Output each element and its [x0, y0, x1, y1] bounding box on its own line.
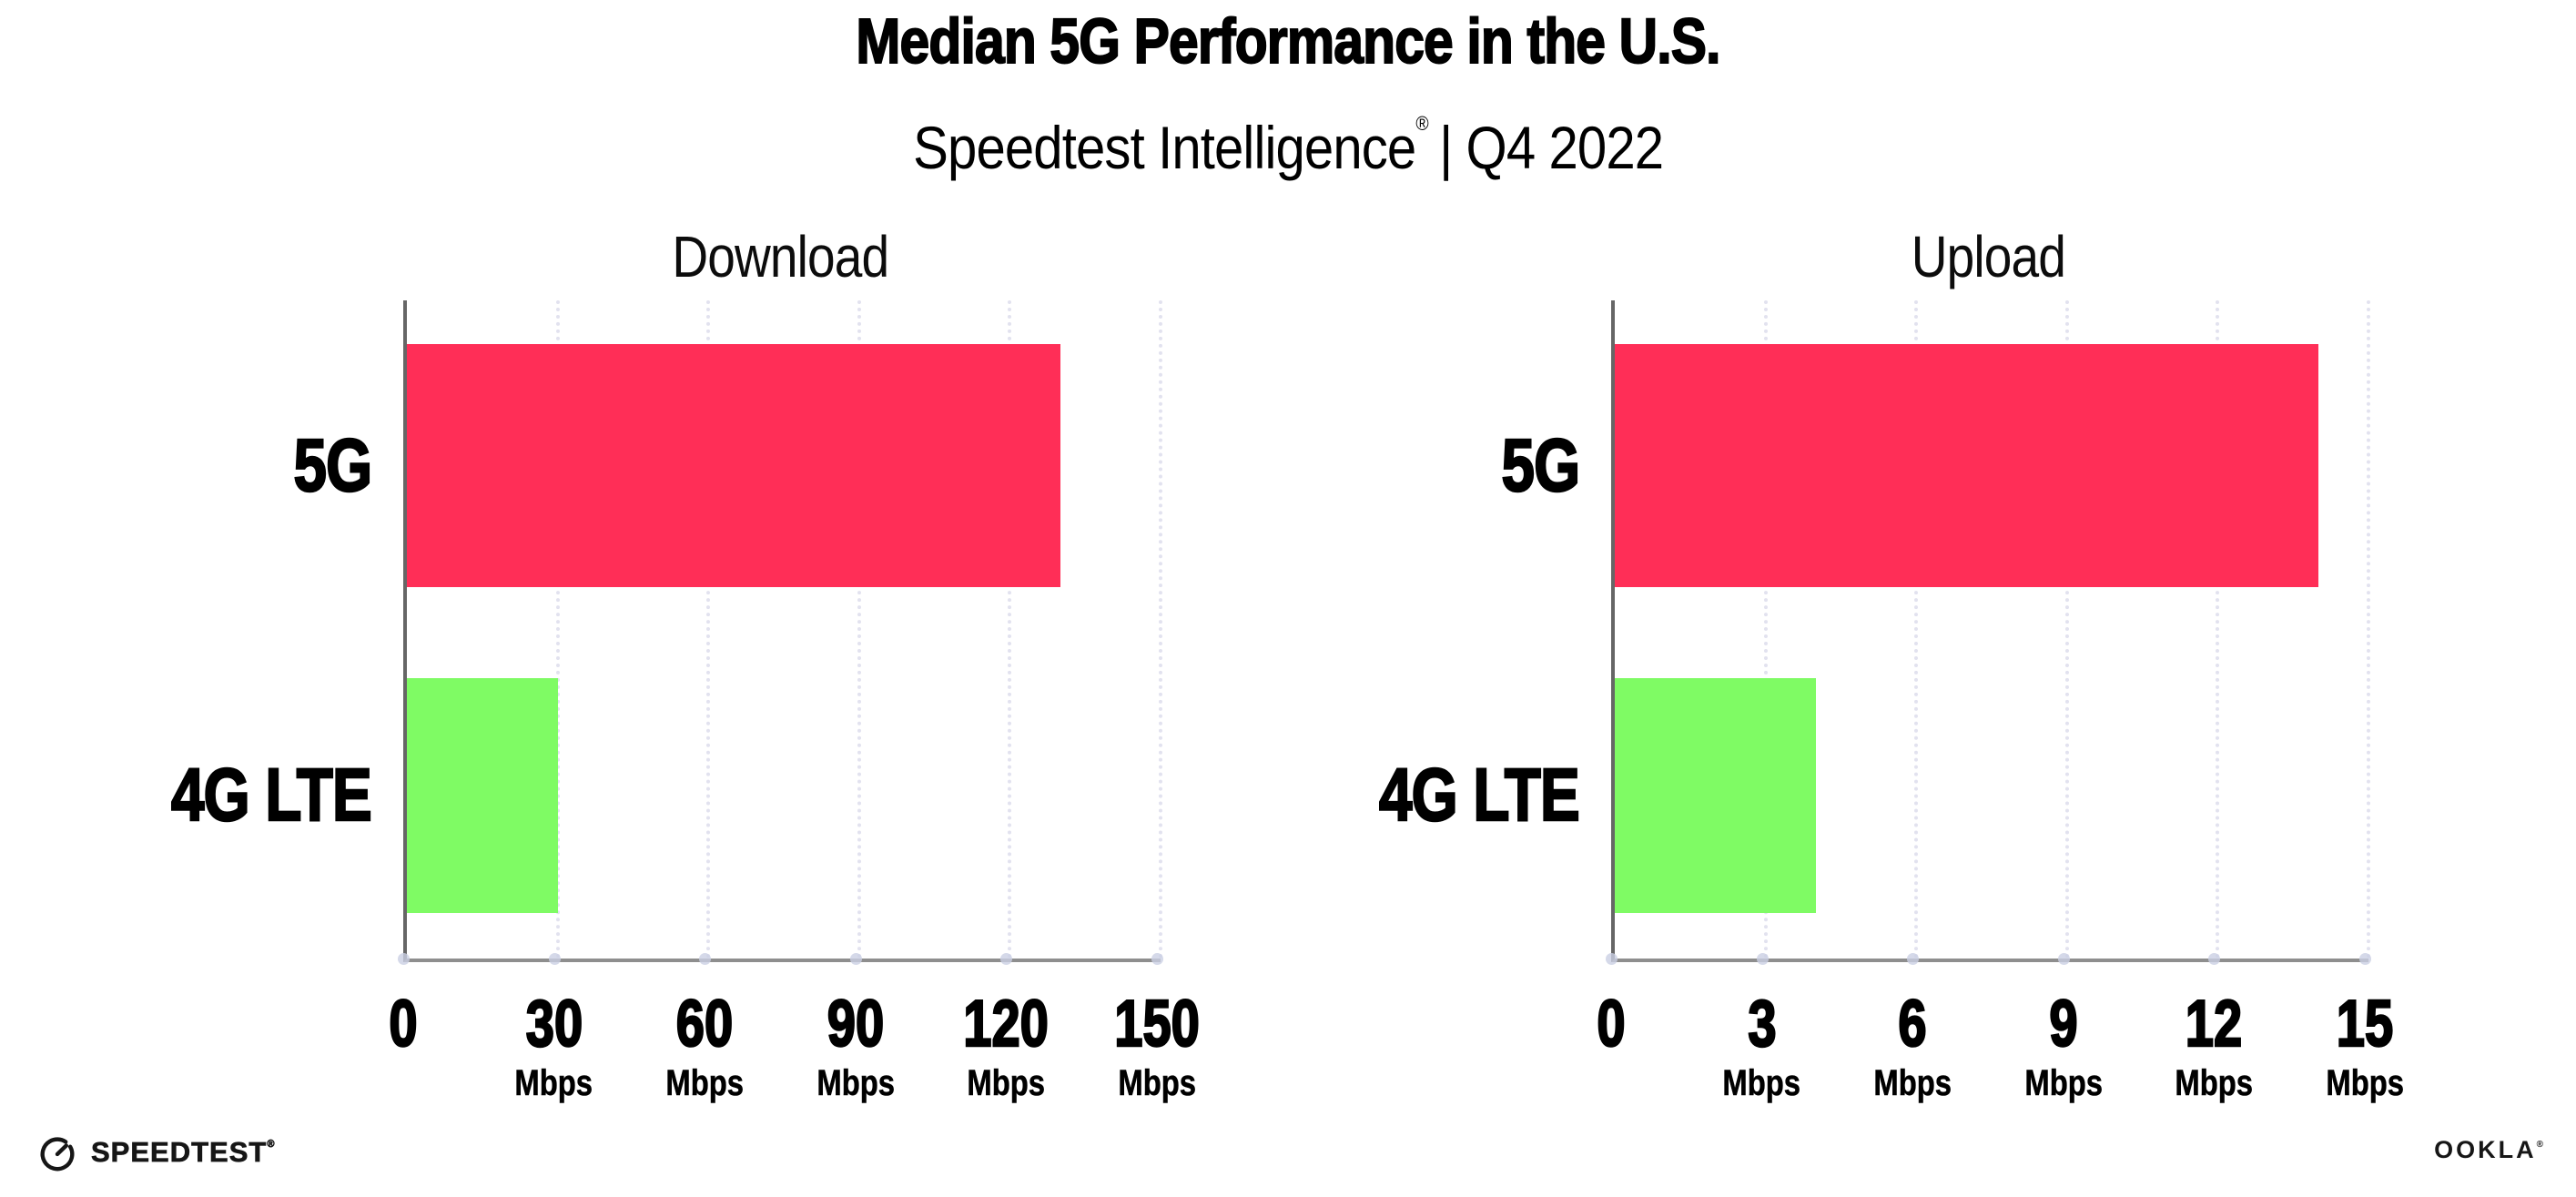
- download-tick-60: 60 Mbps: [600, 987, 809, 1104]
- tick-value: 9: [2048, 987, 2078, 1062]
- page-subtitle: Speedtest Intelligence® | Q4 2022: [0, 87, 2576, 184]
- download-chart-panel: Download 5G 4G LTE 0 30 Mbps 60 Mbps 90 Mbps 120 Mb…: [170, 218, 1201, 1138]
- axis-tick-dot-0: [398, 953, 410, 965]
- tick-value: 120: [963, 987, 1050, 1062]
- download-plot-area: [403, 300, 1162, 962]
- download-tick-0: 0: [299, 987, 508, 1062]
- download-category-label-4g-lte: 4G LTE: [170, 753, 373, 838]
- gridline-150: [1159, 300, 1162, 959]
- ookla-wordmark-text: OOKLA: [2434, 1136, 2537, 1163]
- speedtest-logo: SPEEDTEST®: [36, 1129, 275, 1176]
- tick-unit-label: Mbps: [1873, 1063, 1952, 1104]
- tick-unit-label: Mbps: [1722, 1063, 1801, 1104]
- tick-unit-label: Mbps: [1118, 1063, 1196, 1104]
- upload-tick-6: 6 Mbps: [1808, 987, 2017, 1104]
- download-tick-120: 120 Mbps: [901, 987, 1111, 1104]
- download-chart-title: Download: [672, 224, 889, 289]
- tick-value: 0: [388, 987, 418, 1062]
- tick-value: 3: [1747, 987, 1777, 1062]
- ookla-logo: OOKLA®: [2434, 1136, 2543, 1164]
- download-category-label-5g: 5G: [292, 422, 373, 508]
- tick-unit-label: Mbps: [816, 1063, 895, 1104]
- upload-tick-3: 3 Mbps: [1658, 987, 1867, 1104]
- tick-unit-label: Mbps: [2023, 1063, 2103, 1104]
- subtitle-brand: Speedtest Intelligence: [912, 114, 1416, 181]
- upload-category-label-4g-lte: 4G LTE: [1378, 753, 1581, 838]
- upload-plot-area: [1611, 300, 2370, 962]
- tick-unit-label: Mbps: [514, 1063, 593, 1104]
- tick-unit-label: Mbps: [665, 1063, 745, 1104]
- upload-tick-0: 0: [1506, 987, 1716, 1062]
- tick-value: 60: [675, 987, 734, 1062]
- download-tick-30: 30 Mbps: [450, 987, 659, 1104]
- speedometer-gauge-icon: [40, 1137, 75, 1172]
- tick-unit-label: Mbps: [967, 1063, 1046, 1104]
- gridline-90: [857, 300, 861, 959]
- gridline-6: [1914, 300, 1919, 959]
- download-bar-4g-lte: [407, 678, 558, 913]
- gridline-15: [2367, 300, 2370, 959]
- axis-tick-dot-9: [2057, 953, 2070, 965]
- registered-trademark-icon: ®: [1415, 112, 1428, 135]
- axis-tick-dot-60: [699, 953, 712, 965]
- axis-tick-dot-30: [548, 953, 561, 965]
- gridline-9: [2064, 300, 2069, 959]
- upload-bar-5g: [1615, 344, 2318, 587]
- axis-tick-dot-0: [1606, 953, 1618, 965]
- upload-tick-9: 9 Mbps: [1959, 987, 2168, 1104]
- subtitle-period: | Q4 2022: [1438, 114, 1664, 181]
- tick-unit-label: Mbps: [2175, 1063, 2254, 1104]
- ookla-registered-mark-icon: ®: [2536, 1140, 2543, 1150]
- speedtest-wordmark: SPEEDTEST®: [91, 1136, 275, 1169]
- axis-tick-dot-3: [1756, 953, 1769, 965]
- upload-chart-title: Upload: [1911, 224, 2065, 289]
- download-tick-90: 90 Mbps: [751, 987, 960, 1104]
- axis-tick-dot-15: [2359, 953, 2371, 965]
- tick-value: 6: [1898, 987, 1928, 1062]
- download-tick-150: 150 Mbps: [1052, 987, 1262, 1104]
- tick-value: 150: [1113, 987, 1201, 1062]
- upload-category-label-5g: 5G: [1500, 422, 1581, 508]
- axis-tick-dot-90: [849, 953, 862, 965]
- tick-value: 90: [827, 987, 885, 1062]
- axis-tick-dot-6: [1907, 953, 1920, 965]
- speedtest-registered-mark-icon: ®: [267, 1139, 275, 1151]
- page-title: Median 5G Performance in the U.S.: [0, 2, 2576, 80]
- gridline-30: [555, 300, 560, 959]
- tick-value: 30: [524, 987, 583, 1062]
- upload-bar-4g-lte: [1615, 678, 1816, 913]
- page-title-text: Median 5G Performance in the U.S.: [856, 5, 1722, 77]
- tick-unit-label: Mbps: [2326, 1063, 2404, 1104]
- axis-tick-dot-150: [1151, 953, 1163, 965]
- gridline-120: [1008, 300, 1012, 959]
- speedtest-wordmark-text: SPEEDTEST: [91, 1136, 268, 1169]
- axis-tick-dot-12: [2208, 953, 2221, 965]
- upload-tick-12: 12 Mbps: [2109, 987, 2318, 1104]
- gridline-3: [1763, 300, 1768, 959]
- tick-value: 12: [2185, 987, 2243, 1062]
- download-bar-5g: [407, 344, 1060, 587]
- tick-value: 0: [1596, 987, 1626, 1062]
- gridline-60: [706, 300, 711, 959]
- gridline-12: [2216, 300, 2220, 959]
- upload-chart-panel: Upload 5G 4G LTE 0 3 Mbps 6 Mbps 9 Mbps 12 Mbps 15 Mb…: [1378, 218, 2404, 1138]
- tick-value: 15: [2336, 987, 2394, 1062]
- upload-tick-15: 15 Mbps: [2260, 987, 2470, 1104]
- axis-tick-dot-120: [1000, 953, 1013, 965]
